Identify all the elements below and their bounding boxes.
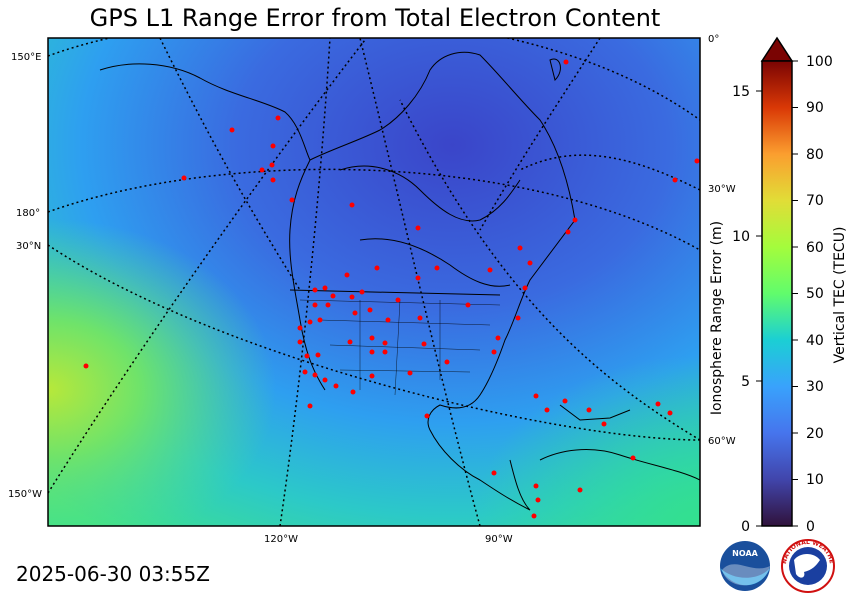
tec-tick-60: 60 [806, 240, 824, 256]
tec-tick-0: 0 [806, 519, 815, 535]
tec-tick-50: 50 [806, 286, 824, 302]
graticule [48, 38, 700, 526]
range-tick-15: 15 [732, 84, 750, 100]
tec-tick-30: 30 [806, 379, 824, 395]
lon-label-120w: 120°W [264, 534, 298, 545]
tec-tick-70: 70 [806, 193, 824, 209]
lon-label-60w: 60°W [708, 436, 736, 447]
range-tick-10: 10 [732, 229, 750, 245]
tec-tick-90: 90 [806, 100, 824, 116]
tec-tick-20: 20 [806, 426, 824, 442]
lon-label-90w: 90°W [485, 534, 513, 545]
tec-tick-40: 40 [806, 333, 824, 349]
colorbar-scale [761, 60, 793, 527]
noaa-logo: NOAA [720, 541, 770, 591]
tec-tick-80: 80 [806, 147, 824, 163]
gps-stations [83, 59, 700, 519]
colorbar: 15 10 5 0 100 90 80 70 60 50 40 30 20 10… [732, 36, 833, 535]
map-frame [47, 37, 701, 527]
colorbar-extend-arrow [760, 36, 794, 62]
coastlines [99, 51, 700, 511]
chart-title: GPS L1 Range Error from Total Electron C… [89, 4, 661, 32]
range-tick-0: 0 [741, 519, 750, 535]
tec-tick-100: 100 [806, 54, 833, 70]
range-tick-5: 5 [741, 374, 750, 390]
vertical-tec-axis-label: Vertical TEC (TECU) [832, 226, 848, 364]
lon-label-150w: 150°W [8, 489, 42, 500]
svg-text:NOAA: NOAA [732, 549, 758, 558]
lon-label-30w: 30°W [708, 184, 736, 195]
range-error-axis-label: Ionosphere Range Error (m) [709, 220, 725, 416]
tec-tick-10: 10 [806, 472, 824, 488]
state-borders [299, 299, 501, 396]
timestamp: 2025-06-30 03:55Z [16, 562, 210, 586]
lon-label-180: 180° [16, 208, 40, 219]
lat-label-30n: 30°N [16, 241, 41, 252]
lon-label-150e: 150°E [11, 52, 41, 63]
lon-label-0: 0° [708, 34, 719, 45]
